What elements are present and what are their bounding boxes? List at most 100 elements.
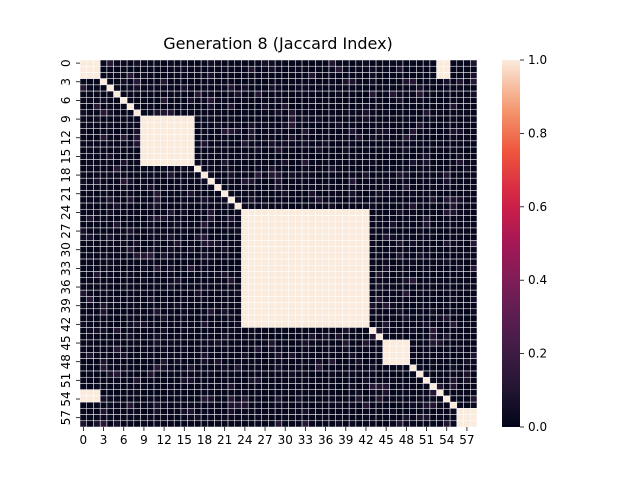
heatmap-cell bbox=[200, 383, 209, 390]
heatmap-cell bbox=[382, 283, 390, 291]
heatmap-cell bbox=[449, 227, 458, 235]
heatmap-cell bbox=[375, 65, 384, 73]
heatmap-cell bbox=[106, 190, 114, 198]
heatmap-cell bbox=[456, 420, 464, 428]
heatmap-cell bbox=[86, 121, 94, 129]
heatmap-cell bbox=[416, 327, 424, 334]
heatmap-cell bbox=[93, 103, 101, 111]
heatmap-cell bbox=[328, 190, 336, 198]
heatmap-cell bbox=[402, 265, 410, 272]
heatmap-cell bbox=[214, 140, 222, 148]
heatmap-cell bbox=[342, 258, 350, 266]
heatmap-cell bbox=[86, 252, 94, 260]
heatmap-cell bbox=[79, 153, 87, 160]
heatmap-cell bbox=[106, 115, 114, 123]
heatmap-cell bbox=[227, 115, 236, 123]
heatmap-cell bbox=[288, 84, 296, 92]
heatmap-cell bbox=[227, 252, 236, 260]
heatmap-cell bbox=[348, 84, 357, 92]
heatmap-cell bbox=[328, 165, 336, 173]
heatmap-cell bbox=[328, 84, 336, 92]
heatmap-cell bbox=[375, 209, 384, 216]
heatmap-cell bbox=[443, 302, 451, 310]
y-tick-label: 18 bbox=[59, 167, 73, 182]
heatmap-cell bbox=[261, 221, 269, 229]
heatmap-cell bbox=[180, 202, 188, 210]
heatmap-cell bbox=[328, 345, 336, 353]
heatmap-cell bbox=[288, 283, 296, 291]
heatmap-cell bbox=[436, 121, 444, 129]
heatmap-cell bbox=[167, 302, 175, 310]
heatmap-cell bbox=[456, 84, 464, 92]
heatmap-cell bbox=[173, 414, 182, 422]
heatmap-cell bbox=[147, 246, 155, 254]
heatmap-cell bbox=[369, 233, 377, 241]
heatmap-cell bbox=[261, 90, 269, 98]
heatmap-cell bbox=[321, 190, 330, 198]
heatmap-cell bbox=[436, 165, 444, 173]
heatmap-cell bbox=[301, 196, 310, 204]
heatmap-cell bbox=[133, 327, 141, 334]
x-tick-label: 57 bbox=[459, 433, 474, 447]
heatmap-cell bbox=[355, 358, 363, 366]
heatmap-cell bbox=[99, 395, 108, 403]
heatmap-cell bbox=[261, 345, 269, 353]
heatmap-cell bbox=[342, 90, 350, 98]
heatmap-cell bbox=[214, 408, 222, 415]
heatmap-cell bbox=[167, 289, 175, 297]
heatmap-cell bbox=[463, 97, 471, 104]
heatmap-cell bbox=[113, 296, 121, 303]
heatmap-cell bbox=[221, 90, 229, 98]
heatmap-cell bbox=[301, 78, 310, 86]
heatmap-cell bbox=[321, 271, 330, 278]
heatmap-cell bbox=[389, 103, 397, 111]
heatmap-cell bbox=[301, 414, 310, 422]
heatmap-cell bbox=[173, 134, 182, 142]
heatmap-cell bbox=[147, 153, 155, 160]
heatmap-cell bbox=[254, 308, 262, 316]
heatmap-cell bbox=[221, 72, 229, 79]
heatmap-cell bbox=[396, 364, 404, 372]
heatmap-cell bbox=[200, 358, 209, 366]
heatmap-cell bbox=[375, 277, 384, 285]
heatmap-cell bbox=[113, 72, 121, 79]
heatmap-cell bbox=[106, 103, 114, 111]
heatmap-cell bbox=[389, 65, 397, 73]
heatmap-cell bbox=[321, 352, 330, 359]
heatmap-cell bbox=[133, 333, 141, 341]
heatmap-cell bbox=[301, 283, 310, 291]
heatmap-cell bbox=[396, 177, 404, 185]
heatmap-cell bbox=[261, 246, 269, 254]
heatmap-cell bbox=[321, 339, 330, 347]
heatmap-cell bbox=[93, 171, 101, 179]
heatmap-cell bbox=[86, 339, 94, 347]
heatmap-cell bbox=[173, 401, 182, 409]
heatmap-cell bbox=[126, 190, 135, 198]
heatmap-cell bbox=[173, 153, 182, 160]
heatmap-cell bbox=[140, 339, 148, 347]
heatmap-cell bbox=[355, 339, 363, 347]
heatmap-cell bbox=[456, 146, 464, 154]
heatmap-cell bbox=[416, 277, 424, 285]
heatmap-cell bbox=[429, 190, 437, 198]
heatmap-cell bbox=[281, 171, 289, 179]
heatmap-cell bbox=[288, 376, 296, 384]
heatmap-cell bbox=[416, 165, 424, 173]
heatmap-cell bbox=[126, 370, 135, 378]
heatmap-cell bbox=[389, 358, 397, 366]
heatmap-cell bbox=[86, 190, 94, 198]
heatmap-cell bbox=[348, 196, 357, 204]
heatmap-cell bbox=[180, 401, 188, 409]
heatmap-cell bbox=[133, 146, 141, 154]
heatmap-cell bbox=[409, 59, 417, 67]
heatmap-cell bbox=[99, 345, 108, 353]
heatmap-cell bbox=[315, 358, 323, 366]
heatmap-cell bbox=[274, 84, 283, 92]
heatmap-cell bbox=[200, 140, 209, 148]
heatmap-cell bbox=[443, 153, 451, 160]
heatmap-cell bbox=[429, 395, 437, 403]
heatmap-cell bbox=[167, 233, 175, 241]
heatmap-cell bbox=[470, 209, 478, 216]
heatmap-cell bbox=[99, 364, 108, 372]
heatmap-cell bbox=[402, 376, 410, 384]
